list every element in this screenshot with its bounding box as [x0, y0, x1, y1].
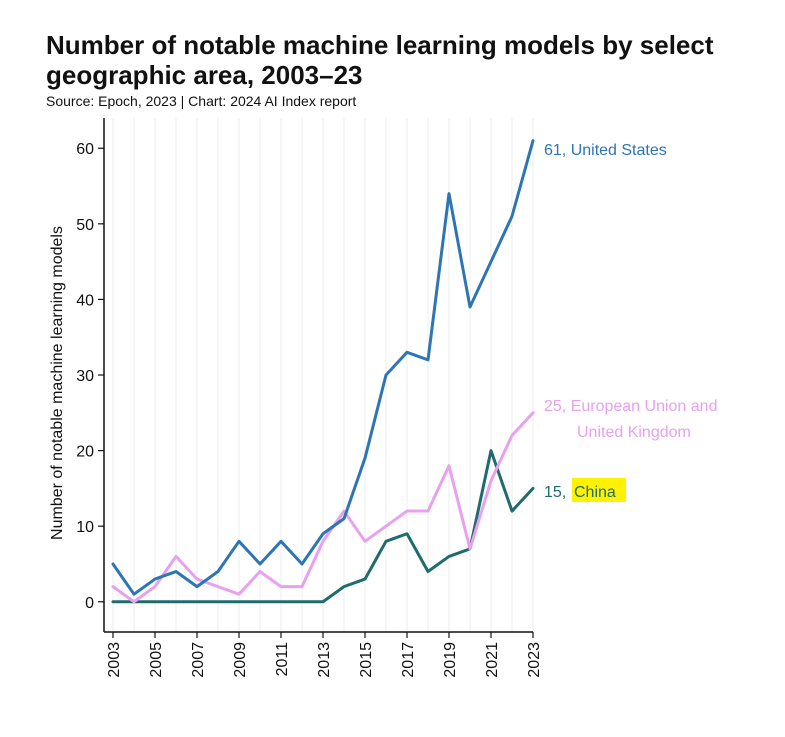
end-label-united-states: 61, United States — [544, 142, 667, 159]
series-end-labels: 61, United States 25, European Union and U… — [544, 142, 717, 502]
end-label-china-value: 15, — [544, 484, 566, 501]
x-tick-label: 2013 — [316, 642, 333, 678]
x-tick-label: 2007 — [190, 642, 207, 678]
x-tick-label: 2023 — [526, 642, 543, 678]
series-lines — [111, 139, 535, 604]
x-tick-label: 2009 — [232, 642, 249, 678]
x-tick-label: 2011 — [274, 642, 291, 677]
end-label-eu-line2: United Kingdom — [577, 424, 691, 441]
end-label-china-name: China — [574, 484, 616, 501]
chart-title: Number of notable machine learning model… — [46, 30, 714, 90]
y-tick-label: 40 — [76, 292, 94, 309]
axes — [103, 118, 533, 633]
x-tick-label: 2019 — [442, 642, 459, 678]
y-tick-label: 30 — [76, 368, 94, 385]
series-line-european-union-and-united-kingdom — [111, 411, 535, 604]
x-tick-labels: 2003 2005 2007 2009 2011 2013 2015 2017 2019 2021… — [106, 632, 543, 678]
y-tick-label: 0 — [85, 595, 94, 612]
series-line-china — [111, 449, 535, 604]
y-tick-labels: 0 10 20 30 40 50 60 — [76, 141, 104, 612]
grid — [112, 118, 534, 632]
x-tick-label: 2017 — [400, 642, 417, 678]
x-tick-label: 2021 — [484, 642, 501, 678]
x-tick-label: 2015 — [358, 642, 375, 678]
chart-source: Source: Epoch, 2023 | Chart: 2024 AI Ind… — [46, 93, 357, 109]
x-tick-label: 2005 — [148, 642, 165, 678]
end-label-eu-line1: 25, European Union and — [544, 398, 717, 415]
series-line-united-states — [111, 139, 535, 596]
china-label-highlight — [572, 478, 626, 502]
y-tick-label: 60 — [76, 141, 94, 158]
y-tick-label: 10 — [76, 519, 94, 536]
y-tick-label: 50 — [76, 217, 94, 234]
y-axis-title: Number of notable machine learning model… — [49, 226, 66, 540]
x-tick-label: 2003 — [106, 642, 123, 678]
y-tick-label: 20 — [76, 444, 94, 461]
